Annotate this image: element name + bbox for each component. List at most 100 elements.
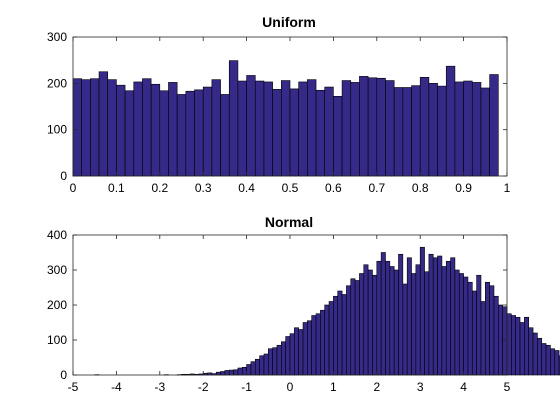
normal-bar bbox=[333, 295, 339, 376]
uniform-bar bbox=[281, 80, 291, 177]
normal-bar bbox=[406, 257, 412, 376]
normal-bar bbox=[320, 309, 326, 376]
normal-y-tick-label: 100 bbox=[47, 333, 67, 347]
normal-bar bbox=[220, 371, 226, 376]
normal-bar bbox=[298, 329, 304, 376]
normal-bar bbox=[385, 260, 391, 376]
normal-bar bbox=[246, 364, 252, 376]
normal-x-tick-label: 0 bbox=[287, 380, 294, 394]
normal-bar bbox=[359, 273, 365, 376]
normal-axes: -5 -4 -3 -2 -1 0 1 2 3 4 5 0 100 200 300 400 bbox=[47, 228, 511, 394]
uniform-bar bbox=[211, 79, 221, 177]
normal-bar bbox=[484, 281, 490, 376]
normal-y-tick-label: 400 bbox=[47, 228, 67, 242]
uniform-bar bbox=[254, 80, 265, 177]
uniform-y-tick-label: 300 bbox=[47, 30, 67, 44]
uniform-x-tick-label: 0.9 bbox=[455, 181, 472, 195]
normal-bar bbox=[272, 347, 278, 376]
normal-x-tick-label: -2 bbox=[198, 380, 209, 394]
normal-bar bbox=[281, 341, 286, 376]
normal-bar bbox=[350, 278, 356, 376]
normal-bar bbox=[545, 344, 551, 376]
uniform-bar bbox=[289, 88, 299, 177]
normal-bar bbox=[463, 276, 469, 376]
uniform-bar bbox=[150, 83, 161, 177]
normal-bar bbox=[311, 315, 317, 376]
uniform-bar bbox=[471, 82, 482, 177]
normal-bar bbox=[489, 285, 495, 376]
normal-bar bbox=[285, 336, 291, 376]
normal-bar bbox=[441, 266, 447, 376]
normal-bar bbox=[324, 304, 330, 376]
normal-bar bbox=[476, 274, 482, 376]
normal-bar bbox=[233, 369, 239, 376]
normal-x-tick-label: 5 bbox=[504, 380, 511, 394]
normal-bar bbox=[471, 290, 477, 376]
uniform-bar bbox=[393, 87, 404, 177]
uniform-bar bbox=[437, 85, 447, 177]
uniform-bar bbox=[246, 75, 256, 177]
uniform-bar bbox=[237, 80, 247, 177]
normal-bar bbox=[294, 327, 299, 376]
uniform-y-tick-label: 200 bbox=[47, 76, 67, 90]
normal-bar bbox=[267, 348, 273, 376]
uniform-bar bbox=[272, 89, 282, 177]
uniform-bar bbox=[116, 84, 126, 177]
normal-bar bbox=[541, 343, 547, 376]
normal-bar bbox=[411, 273, 417, 376]
normal-x-tick-label: -1 bbox=[241, 380, 252, 394]
uniform-title: Uniform bbox=[262, 14, 316, 30]
normal-bar bbox=[402, 283, 408, 376]
normal-bar bbox=[346, 285, 352, 376]
uniform-bar bbox=[376, 77, 386, 177]
normal-bar bbox=[493, 295, 499, 376]
normal-bar bbox=[302, 322, 308, 376]
normal-bar bbox=[454, 269, 460, 376]
uniform-x-tick-label: 0.8 bbox=[412, 181, 429, 195]
normal-bar bbox=[228, 369, 234, 376]
normal-bar bbox=[241, 366, 247, 376]
normal-bar bbox=[376, 260, 382, 376]
uniform-x-tick-label: 0.7 bbox=[368, 181, 385, 195]
normal-bar bbox=[424, 271, 430, 376]
uniform-bar bbox=[402, 87, 412, 177]
normal-bar bbox=[550, 348, 556, 376]
uniform-bar bbox=[133, 81, 143, 177]
uniform-bar bbox=[159, 90, 169, 177]
uniform-bar bbox=[263, 81, 273, 177]
normal-histogram: Normal -5 -4 -3 -2 -1 0 1 2 3 4 5 0 100 200 300 400 bbox=[47, 214, 560, 394]
uniform-x-tick-label: 0.5 bbox=[282, 181, 299, 195]
normal-x-tick-label: -3 bbox=[154, 380, 165, 394]
uniform-axes: 0 0.1 0.2 0.3 0.4 0.5 0.6 0.7 0.8 0.9 1 0 100 200 300 bbox=[47, 30, 511, 195]
normal-bar bbox=[259, 355, 265, 376]
uniform-x-tick-label: 0.1 bbox=[108, 181, 125, 195]
uniform-bar bbox=[298, 81, 308, 177]
normal-x-tick-label: 3 bbox=[417, 380, 424, 394]
normal-bar bbox=[250, 361, 256, 376]
uniform-x-tick-label: 0 bbox=[70, 181, 77, 195]
uniform-bar bbox=[220, 94, 230, 177]
normal-bars bbox=[94, 246, 560, 376]
uniform-bar bbox=[194, 89, 204, 177]
uniform-bar bbox=[228, 60, 239, 177]
normal-bar bbox=[458, 273, 464, 376]
uniform-bar bbox=[315, 89, 326, 177]
normal-bar bbox=[445, 260, 451, 376]
uniform-bar bbox=[185, 90, 195, 177]
normal-bar bbox=[519, 322, 525, 376]
uniform-histogram: Uniform 0 0.1 0.2 0.3 0.4 0.5 0.6 0.7 0.8 0.9 1 0 10… bbox=[47, 14, 511, 195]
normal-bar bbox=[554, 350, 560, 376]
uniform-bar bbox=[445, 65, 456, 177]
normal-y-tick-label: 0 bbox=[60, 368, 67, 382]
uniform-bar bbox=[142, 78, 152, 177]
uniform-x-tick-label: 0.3 bbox=[195, 181, 212, 195]
normal-x-tick-label: 1 bbox=[330, 380, 337, 394]
normal-bar bbox=[511, 315, 516, 376]
normal-bar bbox=[341, 294, 347, 376]
uniform-bar bbox=[480, 87, 490, 177]
normal-bar bbox=[328, 301, 334, 376]
normal-bar bbox=[254, 358, 260, 376]
normal-bar bbox=[389, 266, 395, 376]
normal-x-tick-label: -4 bbox=[111, 380, 122, 394]
